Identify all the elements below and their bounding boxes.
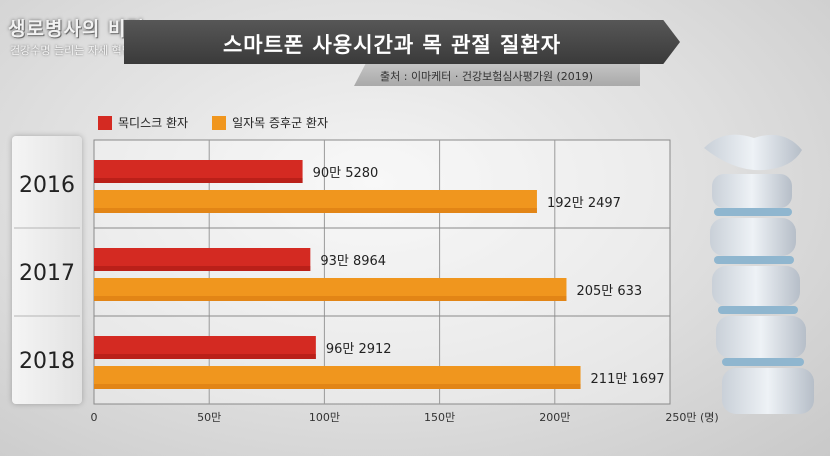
program-logo-title: 생로병사의 비밀: [8, 18, 145, 40]
legend-label-series-2: 일자목 증후군 환자: [232, 116, 329, 130]
bar-shadow-series-1: [94, 178, 303, 183]
program-logo-subtitle: 건강수명 늘리는 자세 혁명: [10, 44, 132, 57]
data-label-series-1: 93만 8964: [320, 254, 386, 269]
source-strip: 출처 : 이마케터 · 건강보험심사평가원 (2019): [354, 64, 640, 86]
x-tick-label: 0: [91, 411, 98, 424]
data-label-series-2: 192만 2497: [547, 196, 621, 211]
x-tick-label: 250만 (명): [665, 411, 718, 424]
plot-area: [93, 139, 671, 405]
data-label-series-1: 90만 5280: [313, 166, 379, 181]
x-tick-label: 200만: [539, 411, 570, 424]
data-label-series-2: 205만 633: [576, 284, 642, 299]
bar-series-1: [94, 336, 316, 359]
chart-title: 스마트폰 사용시간과 목 관절 질환자: [222, 33, 562, 57]
legend-swatch-series-1: [98, 115, 112, 130]
program-logo: 생로병사의 비밀 건강수명 늘리는 자세 혁명: [4, 6, 174, 66]
year-panel: [12, 136, 82, 404]
legend-item-series-1: 목디스크 환자: [98, 114, 188, 131]
legend-item-series-2: 일자목 증후군 환자: [212, 114, 328, 131]
bar-series-2: [94, 190, 537, 213]
bar-shadow-series-1: [94, 266, 311, 271]
bar-shadow-series-2: [94, 384, 581, 389]
spine-illustration: [704, 134, 814, 414]
x-tick-label: 150만: [424, 411, 455, 424]
legend: 목디스크 환자 일자목 증후군 환자: [98, 114, 344, 131]
legend-label-series-1: 목디스크 환자: [118, 116, 189, 130]
x-tick-label: 100만: [309, 411, 340, 424]
data-label-series-1: 96만 2912: [326, 342, 392, 357]
bar-shadow-series-2: [94, 296, 567, 301]
bar-shadow-series-2: [94, 208, 537, 213]
bar-series-1: [94, 248, 311, 271]
title-banner: 스마트폰 사용시간과 목 관절 질환자: [124, 20, 680, 64]
bar-series-1: [94, 160, 303, 183]
data-label-series-2: 211만 1697: [591, 372, 665, 387]
bar-series-2: [94, 278, 567, 301]
legend-swatch-series-2: [212, 115, 227, 130]
bar-shadow-series-1: [94, 354, 316, 359]
year-label: 2018: [19, 349, 75, 374]
source-text: 출처 : 이마케터 · 건강보험심사평가원 (2019): [380, 70, 594, 83]
year-label: 2017: [19, 261, 75, 286]
x-tick-label: 50만: [197, 411, 221, 424]
year-label: 2016: [19, 173, 75, 198]
bar-series-2: [94, 366, 581, 389]
